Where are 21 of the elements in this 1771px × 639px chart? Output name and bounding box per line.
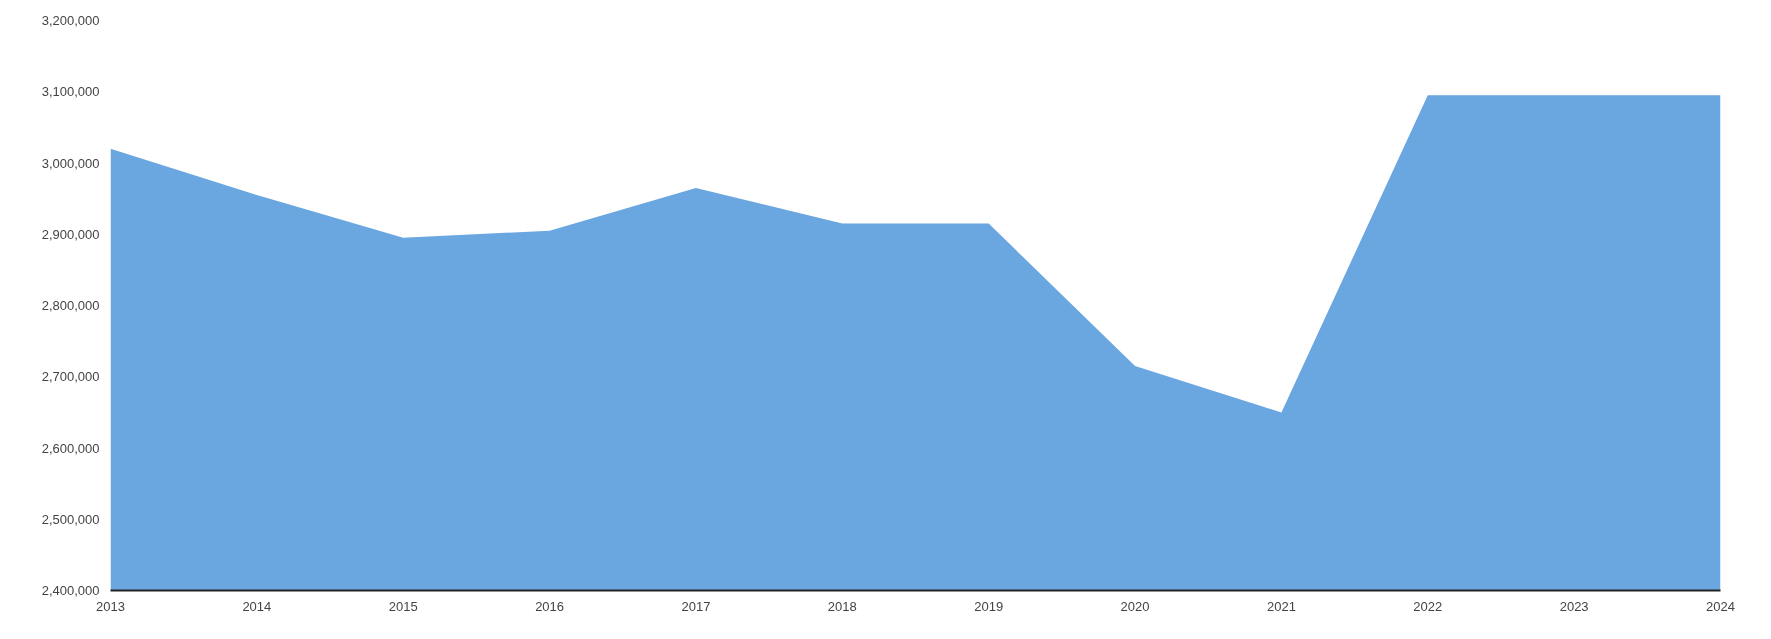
x-tick-label: 2016 <box>535 598 565 614</box>
y-tick-label: 2,400,000 <box>41 583 100 598</box>
y-tick-label: 3,100,000 <box>41 84 100 100</box>
x-tick-label: 2021 <box>1266 598 1296 614</box>
x-tick-label: 2022 <box>1413 598 1443 614</box>
x-tick-label: 2013 <box>96 598 125 614</box>
y-tick-label: 3,200,000 <box>41 13 100 28</box>
x-tick-label: 2024 <box>1706 598 1735 614</box>
y-tick-label: 2,900,000 <box>41 226 100 242</box>
y-tick-label: 3,000,000 <box>41 155 100 171</box>
x-tick-label: 2018 <box>827 598 857 614</box>
x-tick-label: 2020 <box>1120 598 1150 614</box>
y-tick-label: 2,800,000 <box>41 298 100 313</box>
x-tick-label: 2023 <box>1559 598 1589 614</box>
y-tick-label: 2,700,000 <box>41 369 100 385</box>
x-tick-label: 2017 <box>681 598 711 614</box>
x-tick-label: 2019 <box>974 598 1004 614</box>
y-tick-label: 2,500,000 <box>41 511 100 527</box>
y-tick-label: 2,600,000 <box>41 440 100 456</box>
x-tick-label: 2014 <box>242 598 272 614</box>
x-tick-label: 2015 <box>388 598 418 614</box>
